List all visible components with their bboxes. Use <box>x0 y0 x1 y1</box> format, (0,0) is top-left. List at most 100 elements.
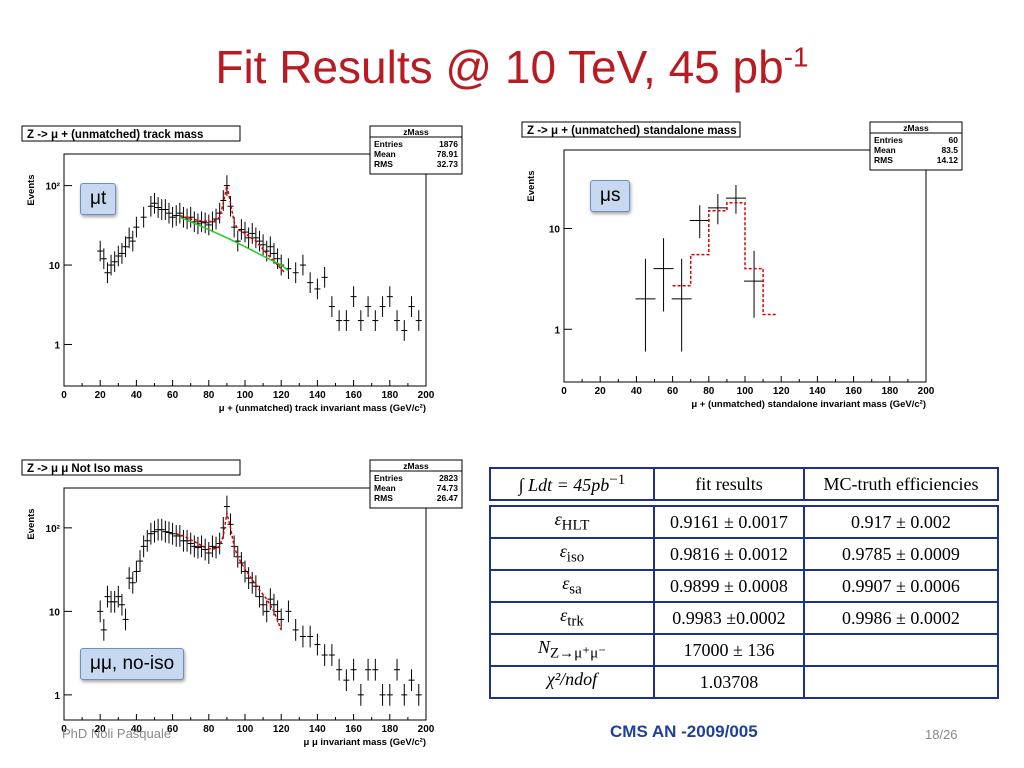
data-point <box>292 262 299 284</box>
footer-reference: CMS AN -2009/005 <box>610 722 758 741</box>
stats-value: 83.5 <box>941 145 958 155</box>
x-tick-label: 80 <box>203 724 215 735</box>
fit-cell: 0.9899 ± 0.0008 <box>653 569 805 603</box>
data-point <box>165 521 172 544</box>
table-row: NZ→μ⁺μ⁻ 17000 ± 136 <box>489 633 999 667</box>
x-tick-label: 100 <box>237 390 254 401</box>
data-point <box>169 206 176 228</box>
x-tick-label: 180 <box>881 386 898 397</box>
x-tick-label: 40 <box>131 390 143 401</box>
x-tick-label: 120 <box>273 724 290 735</box>
stats-name: zMass <box>403 127 429 137</box>
x-axis-label: μ μ invariant mass (GeV/c²) <box>304 737 427 748</box>
x-tick-label: 140 <box>309 724 326 735</box>
plot-track-mass: Z -> μ + (unmatched) track mass zMassEntr… <box>21 125 463 414</box>
y-tick-label: 10 <box>49 607 61 618</box>
data-point <box>111 590 118 613</box>
table-row: εsa 0.9899 ± 0.0008 0.9907 ± 0.0006 <box>489 569 999 603</box>
stats-value: 14.12 <box>937 155 959 165</box>
stats-label: Mean <box>374 483 396 493</box>
y-tick-label: 1 <box>54 340 60 351</box>
data-point <box>350 286 357 307</box>
x-tick-label: 40 <box>631 386 643 397</box>
mc-cell: 0.9907 ± 0.0006 <box>803 569 999 603</box>
x-tick-label: 80 <box>203 390 215 401</box>
data-point <box>187 206 194 228</box>
data-point <box>133 216 140 238</box>
y-tick-label: 10 <box>549 224 561 235</box>
stats-value: 74.73 <box>437 483 459 493</box>
x-tick-label: 120 <box>273 390 290 401</box>
data-point <box>133 560 140 583</box>
x-tick-label: 200 <box>418 724 435 735</box>
data-point <box>415 310 422 331</box>
plot-frame <box>63 153 427 387</box>
data-point <box>242 560 248 583</box>
data-point <box>176 202 183 224</box>
fit-curve <box>176 512 282 631</box>
data-point <box>408 296 415 317</box>
x-tick-label: 60 <box>167 390 179 401</box>
fit-cell: 17000 ± 136 <box>653 633 805 667</box>
data-point <box>299 254 306 276</box>
data-point <box>386 286 393 307</box>
data-point <box>238 219 245 240</box>
fit-cell: 0.9161 ± 0.0017 <box>653 505 805 539</box>
y-tick-label: 10 <box>49 261 61 272</box>
data-point <box>165 202 172 224</box>
data-point <box>108 254 115 276</box>
stats-name: zMass <box>903 123 929 133</box>
mc-cell <box>803 633 999 667</box>
stats-value: 78.91 <box>437 149 459 159</box>
data-point <box>234 230 241 252</box>
data-point <box>394 658 401 681</box>
data-point <box>401 683 408 706</box>
x-tick-label: 160 <box>345 724 362 735</box>
data-point <box>137 550 144 572</box>
data-point <box>209 535 216 558</box>
table-row: εiso 0.9816 ± 0.0012 0.9785 ± 0.0009 <box>489 537 999 571</box>
label-mu-t: μt <box>80 183 117 215</box>
mc-cell: 0.917 ± 0.002 <box>803 505 999 539</box>
data-point <box>187 532 194 555</box>
x-tick-label: 80 <box>703 386 715 397</box>
data-point <box>365 296 372 317</box>
data-point <box>115 585 122 608</box>
data-point <box>104 585 111 608</box>
param-cell: χ²/ndof <box>489 665 655 699</box>
x-tick-label: 20 <box>95 390 107 401</box>
y-axis-label: Events <box>526 170 537 201</box>
data-point <box>169 522 176 545</box>
data-point <box>118 243 125 264</box>
data-point <box>205 542 212 564</box>
y-axis-label: Events <box>26 174 37 205</box>
data-point <box>307 272 314 294</box>
data-point <box>191 535 198 558</box>
data-point <box>249 223 256 244</box>
data-point <box>321 266 328 288</box>
x-tick-label: 140 <box>809 386 826 397</box>
data-point <box>126 567 133 590</box>
data-point <box>111 251 118 273</box>
slide-title: Fit Results @ 10 TeV, 45 pb-1 <box>215 41 809 93</box>
data-point <box>689 205 710 239</box>
data-point <box>144 529 151 552</box>
x-tick-label: 20 <box>95 724 107 735</box>
data-point <box>151 192 158 214</box>
plot-title: Z -> μ μ Not Iso mass <box>27 463 143 475</box>
data-points <box>635 184 765 352</box>
data-point <box>336 658 343 681</box>
param-cell: εHLT <box>489 505 655 539</box>
param-cell: εiso <box>489 537 655 571</box>
data-point <box>321 644 328 666</box>
mc-cell: 0.9986 ± 0.0002 <box>803 601 999 635</box>
stats-value: 2823 <box>439 473 458 483</box>
data-point <box>328 296 335 317</box>
plot-standalone-mass: Z -> μ + (unmatched) standalone mass zMas… <box>521 121 963 410</box>
data-point <box>328 644 335 666</box>
data-point <box>194 536 201 559</box>
results-table: ∫ Ldt = 45pb−1 fit results MC-truth effi… <box>489 467 999 699</box>
data-point <box>198 211 205 233</box>
x-tick-label: 160 <box>345 390 362 401</box>
data-point <box>314 278 321 300</box>
